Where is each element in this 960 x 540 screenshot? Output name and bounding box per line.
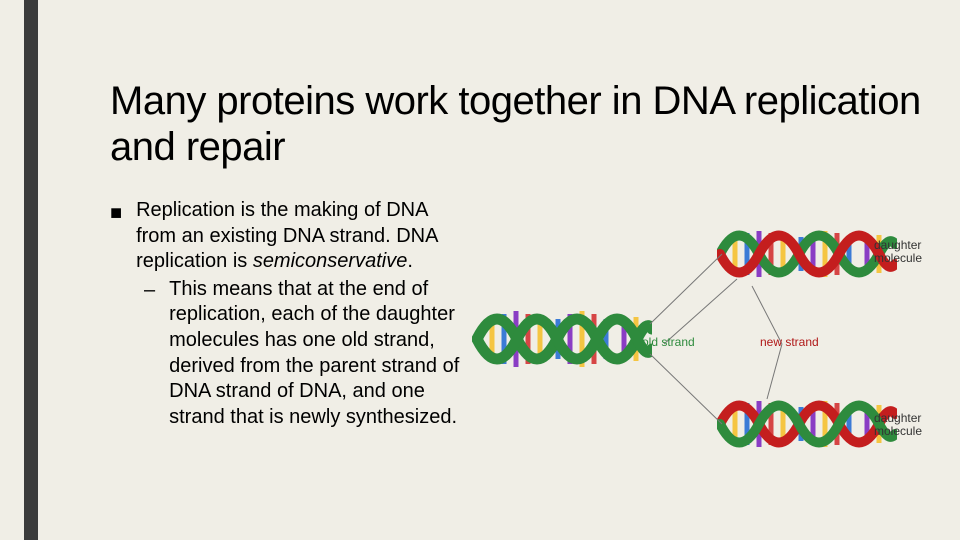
body-row: ■ Replication is the making of DNA from … bbox=[110, 198, 930, 474]
sub-bullet-text: This means that at the end of replicatio… bbox=[169, 277, 470, 431]
bullet-marker: ■ bbox=[110, 200, 122, 226]
sub-bullet-item: – This means that at the end of replicat… bbox=[144, 277, 470, 431]
bullet-text-em: semiconservative bbox=[253, 250, 408, 272]
bullet-item: ■ Replication is the making of DNA from … bbox=[110, 198, 470, 275]
dash-marker: – bbox=[144, 277, 155, 303]
dna-figure: old strand new strand daughter molecule … bbox=[482, 204, 922, 474]
label-old-strand: old strand bbox=[642, 336, 695, 349]
slide-title: Many proteins work together in DNA repli… bbox=[110, 78, 930, 170]
accent-bar bbox=[24, 0, 38, 540]
bullet-text: Replication is the making of DNA from an… bbox=[136, 198, 470, 275]
label-new-strand: new strand bbox=[760, 336, 819, 349]
bullet-text-part2: . bbox=[407, 250, 413, 272]
slide-content: Many proteins work together in DNA repli… bbox=[110, 78, 930, 474]
connector-lines bbox=[482, 204, 922, 474]
label-daughter-top: daughter molecule bbox=[874, 239, 922, 265]
text-column: ■ Replication is the making of DNA from … bbox=[110, 198, 470, 474]
label-daughter-bottom: daughter molecule bbox=[874, 412, 922, 438]
